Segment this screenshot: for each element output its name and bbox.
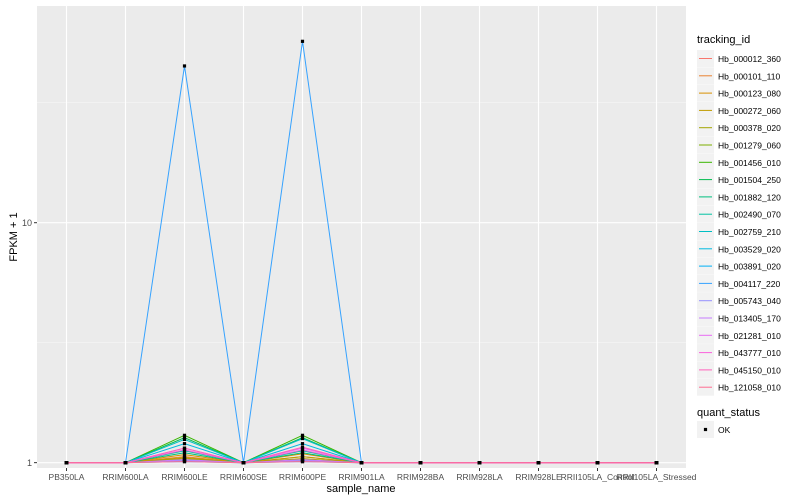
data-point: [123, 461, 128, 465]
legend-label: Hb_000101_110: [718, 71, 781, 81]
x-tick-label: PB350LA: [49, 472, 85, 482]
legend-label: Hb_045150_010: [718, 365, 781, 375]
legend-label: Hb_004117_220: [718, 279, 781, 289]
x-tick-label: RRIM600LA: [102, 472, 149, 482]
legend-label: OK: [718, 425, 731, 435]
data-point: [595, 461, 600, 465]
data-point: [536, 461, 541, 465]
x-tick-label: RRIM600LE: [161, 472, 208, 482]
data-point: [182, 436, 187, 440]
data-point: [182, 446, 187, 450]
data-point: [182, 460, 187, 464]
legend-label: Hb_005743_040: [718, 296, 781, 306]
x-tick-label: RRIM600PE: [279, 472, 327, 482]
data-point: [64, 461, 69, 465]
data-point: [300, 445, 305, 449]
data-point: [359, 461, 364, 465]
data-points: [64, 39, 659, 465]
data-point: [300, 457, 305, 462]
x-tick-label: RRIM928LA: [456, 472, 503, 482]
data-point: [300, 454, 305, 459]
data-point: [418, 461, 423, 465]
data-point: [182, 437, 187, 442]
legend-label: Hb_001504_250: [718, 175, 781, 185]
legend-label: Hb_000012_360: [718, 54, 781, 64]
y-axis-title: FPKM + 1: [8, 212, 20, 261]
data-point: [300, 448, 305, 452]
data-point: [241, 461, 246, 465]
legend-label: Hb_043777_010: [718, 348, 781, 358]
data-point: [300, 451, 305, 455]
data-point: [477, 461, 482, 465]
legend-label: Hb_000378_020: [718, 123, 781, 133]
x-tick-label: RRII105LA_Control: [561, 472, 635, 482]
x-axis: PB350LA RRIM600LA RRIM600LE RRIM600SE RRIM60…: [49, 468, 697, 482]
legend-label: Hb_001882_120: [718, 192, 781, 202]
data-point: [182, 451, 187, 455]
y-axis: 1 10: [22, 218, 37, 468]
legend-key-point: [703, 427, 708, 432]
data-point: [300, 39, 305, 43]
x-tick-label: RRIM928LE: [515, 472, 562, 482]
x-tick-label: RRIM901LA: [338, 472, 385, 482]
legend: tracking_id Hb_000012_360 Hb_000101_110 Hb_…: [697, 34, 781, 438]
x-axis-title: sample_name: [326, 483, 395, 495]
data-point: [300, 460, 305, 464]
x-tick-label: RRIM600SE: [220, 472, 268, 482]
legend-label: Hb_021281_010: [718, 331, 781, 341]
x-tick-label: RRII105LA_Stressed: [617, 472, 697, 482]
legend-label: Hb_002759_210: [718, 227, 781, 237]
legend-label: Hb_000123_080: [718, 89, 781, 99]
data-point: [300, 436, 305, 441]
legend-label: Hb_003891_020: [718, 262, 781, 272]
legend-title-shape: quant_status: [697, 407, 760, 419]
legend-label: Hb_013405_170: [718, 314, 781, 324]
data-point: [300, 433, 305, 437]
data-point: [182, 457, 187, 462]
data-point: [182, 64, 187, 68]
data-point: [300, 442, 305, 446]
legend-label: Hb_002490_070: [718, 210, 781, 220]
data-point: [182, 433, 187, 437]
legend-label: Hb_001279_060: [718, 141, 781, 151]
legend-title: tracking_id: [697, 34, 750, 46]
data-point: [182, 442, 187, 446]
legend-label: Hb_003529_020: [718, 244, 781, 254]
legend-label: Hb_001456_010: [718, 158, 781, 168]
data-point: [182, 453, 187, 457]
data-point: [654, 461, 659, 465]
legend-label: Hb_121058_010: [718, 383, 781, 393]
x-tick-label: RRIM928BA: [397, 472, 445, 482]
data-point: [182, 448, 187, 452]
legend-label: Hb_000272_060: [718, 106, 781, 116]
y-tick-label: 1: [27, 458, 32, 468]
y-tick-label: 10: [22, 218, 32, 228]
